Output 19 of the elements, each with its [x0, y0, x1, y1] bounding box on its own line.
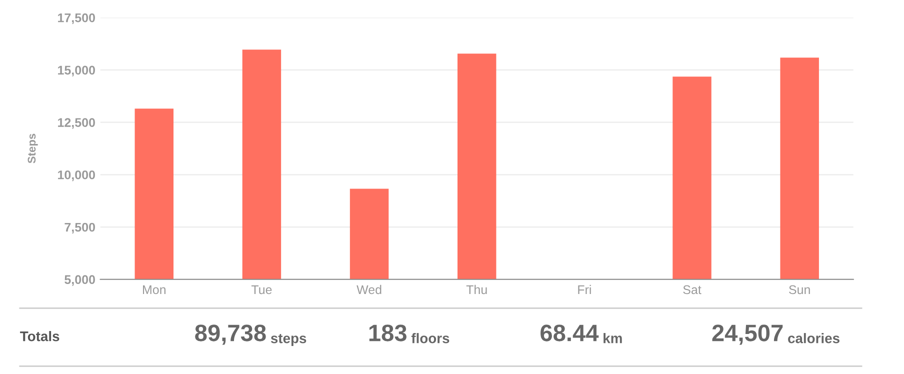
text: 183 floors	[369, 324, 450, 344]
y-tick-label: 15,000	[58, 66, 95, 76]
x-tick-label: Fri	[578, 284, 591, 294]
x-tick-label: Tue	[251, 285, 272, 294]
y-tick-label: 7,500	[64, 222, 95, 234]
x-tick-label: Thu	[466, 284, 487, 294]
x-tick-label: Mon	[143, 285, 166, 294]
y-tick-label: 10,000	[58, 170, 95, 182]
x-tick-label: Sat	[683, 285, 702, 294]
y-axis-title: Steps	[28, 134, 38, 164]
text: 24,507 calories	[712, 324, 840, 345]
x-tick-label: Wed	[356, 284, 382, 294]
x-tick-label: Sun	[789, 285, 810, 294]
text: Totals	[20, 331, 60, 342]
y-tick-label: 17,500	[58, 13, 95, 24]
text: 89,738 steps	[195, 324, 306, 346]
y-tick-label: 12,500	[58, 118, 95, 129]
y-tick-label: 5,000	[64, 275, 95, 286]
text: 68.44 km	[540, 324, 622, 344]
